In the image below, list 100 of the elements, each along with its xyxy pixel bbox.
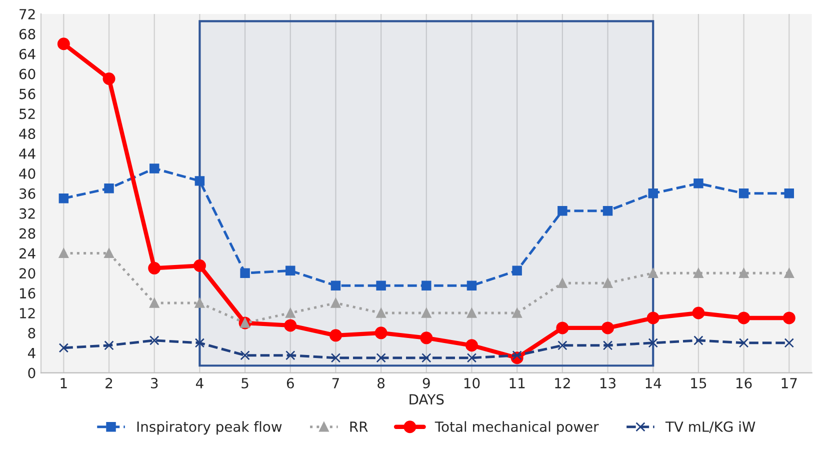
point — [784, 268, 794, 278]
x-tick-label: 13 — [600, 378, 616, 388]
y-tick-label: 44 — [19, 148, 36, 159]
point — [194, 298, 205, 308]
x-tick-label: 7 — [332, 378, 339, 388]
point — [466, 308, 477, 318]
y-tick-label: 48 — [19, 128, 36, 140]
legend-label: Total mechanical power — [434, 421, 599, 435]
point — [558, 340, 568, 350]
point — [602, 206, 613, 216]
point — [692, 306, 705, 320]
y-tick-label: 24 — [19, 248, 36, 258]
point — [558, 206, 568, 216]
point — [104, 184, 114, 194]
point — [648, 268, 658, 278]
x-tick-label: 15 — [691, 378, 706, 388]
point — [602, 322, 614, 334]
point — [465, 339, 478, 352]
point — [738, 312, 750, 324]
y-tick-label: 4 — [28, 348, 36, 358]
point — [738, 338, 749, 348]
point — [330, 352, 341, 363]
point — [558, 278, 568, 288]
x-tick-label: 6 — [286, 378, 294, 388]
point — [374, 326, 388, 340]
legend-label: TV mL/KG iW — [665, 421, 756, 434]
x-tick-label: 10 — [464, 378, 480, 388]
point — [149, 336, 160, 346]
point — [422, 352, 432, 363]
point — [602, 340, 613, 350]
y-tick-label: 32 — [20, 208, 35, 219]
point — [512, 266, 522, 276]
point — [240, 268, 250, 278]
point — [784, 188, 794, 198]
point — [58, 343, 69, 353]
x-tick-label: 12 — [555, 378, 570, 388]
point — [104, 340, 114, 350]
point — [784, 338, 794, 348]
point — [102, 72, 116, 86]
x-tick-label: 17 — [782, 378, 797, 388]
x-tick-label: 8 — [378, 378, 385, 388]
y-tick-label: 64 — [19, 48, 36, 60]
point — [694, 178, 704, 188]
point — [57, 38, 70, 50]
point — [194, 338, 205, 348]
point — [648, 338, 658, 348]
point — [240, 350, 250, 360]
y-tick-label: 68 — [19, 28, 36, 40]
x-tick-label: 16 — [736, 378, 752, 388]
point — [286, 308, 296, 318]
point — [694, 268, 704, 278]
point — [329, 329, 342, 342]
y-tick-label: 12 — [20, 308, 35, 318]
point — [738, 268, 749, 278]
y-tick-label: 20 — [19, 268, 36, 279]
point — [194, 176, 205, 186]
legend-label: RR — [350, 422, 368, 432]
point — [420, 332, 433, 344]
point — [512, 308, 522, 318]
point — [286, 350, 296, 360]
point — [694, 336, 704, 346]
point — [602, 278, 613, 288]
x-tick-label: 9 — [422, 378, 430, 388]
y-tick-label: 28 — [19, 228, 36, 239]
y-tick-label: 16 — [20, 288, 36, 299]
y-tick-label: 52 — [20, 108, 35, 120]
x-tick-label: 11 — [510, 378, 525, 388]
x-tick-label: 14 — [646, 378, 662, 388]
point — [149, 164, 160, 174]
point — [286, 266, 296, 276]
y-tick-label: 72 — [20, 8, 35, 20]
point — [149, 298, 160, 308]
point — [556, 322, 569, 334]
x-tick-label: 3 — [150, 378, 158, 388]
y-tick-label: 8 — [28, 328, 36, 338]
y-tick-label: 0 — [28, 368, 36, 378]
y-tick-label: 60 — [19, 68, 36, 80]
point — [466, 280, 477, 290]
legend-label: Inspiratory peak flow — [137, 421, 282, 435]
point — [422, 280, 432, 290]
point — [422, 308, 432, 318]
point — [376, 308, 386, 318]
x-axis-title: DAYS — [410, 394, 444, 405]
x-tick-label: 1 — [60, 378, 67, 388]
y-tick-label: 36 — [20, 188, 36, 199]
point — [648, 188, 658, 198]
x-tick-label: 5 — [242, 378, 248, 388]
point — [58, 248, 69, 258]
point — [782, 312, 796, 324]
point — [104, 248, 114, 258]
point — [193, 259, 206, 272]
point — [376, 280, 386, 290]
point — [512, 350, 522, 360]
point — [58, 194, 69, 204]
x-tick-label: 2 — [106, 378, 112, 388]
point — [738, 188, 749, 198]
point — [330, 298, 341, 308]
point — [376, 352, 386, 363]
point — [330, 280, 341, 290]
point — [646, 312, 660, 324]
